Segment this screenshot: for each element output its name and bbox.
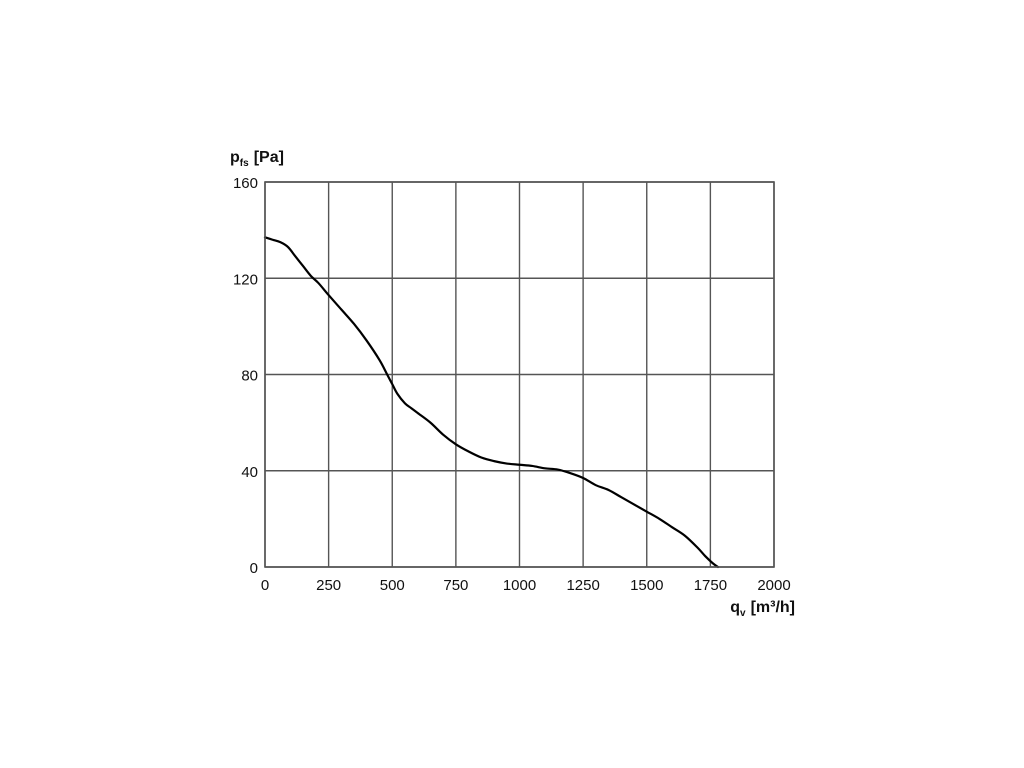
series-layer <box>263 236 720 569</box>
y-tick-labels: 0 40 80 120 160 <box>233 175 258 577</box>
x-tick-labels: 0 250 500 750 1000 1250 1500 1750 2000 <box>261 577 791 594</box>
x-tick-label: 1000 <box>503 577 536 594</box>
x-axis-symbol: q <box>730 599 740 616</box>
x-tick-label: 1250 <box>566 577 599 594</box>
x-axis-unit: [m³/h] <box>751 599 795 616</box>
y-axis-symbol: p <box>230 149 240 166</box>
y-axis-title: pfs [Pa] <box>230 149 284 169</box>
y-tick-label: 0 <box>250 560 258 577</box>
y-axis-subscript: fs <box>240 158 249 169</box>
grid <box>264 181 775 568</box>
x-tick-label: 250 <box>316 577 341 594</box>
y-tick-label: 80 <box>241 368 258 385</box>
x-axis-title: qv [m³/h] <box>730 599 795 619</box>
y-tick-label: 160 <box>233 175 258 192</box>
x-tick-label: 0 <box>261 577 269 594</box>
y-tick-label: 120 <box>233 271 258 288</box>
plot-border <box>264 181 775 568</box>
x-tick-label: 1750 <box>694 577 727 594</box>
plot-frame <box>264 181 775 568</box>
y-axis-unit: [Pa] <box>254 149 284 166</box>
x-tick-label: 500 <box>380 577 405 594</box>
x-tick-label: 750 <box>443 577 468 594</box>
x-tick-label: 1500 <box>630 577 663 594</box>
series-line <box>263 236 720 569</box>
y-tick-label: 40 <box>241 464 258 481</box>
x-tick-label: 2000 <box>757 577 790 594</box>
x-axis-subscript: v <box>740 608 746 619</box>
